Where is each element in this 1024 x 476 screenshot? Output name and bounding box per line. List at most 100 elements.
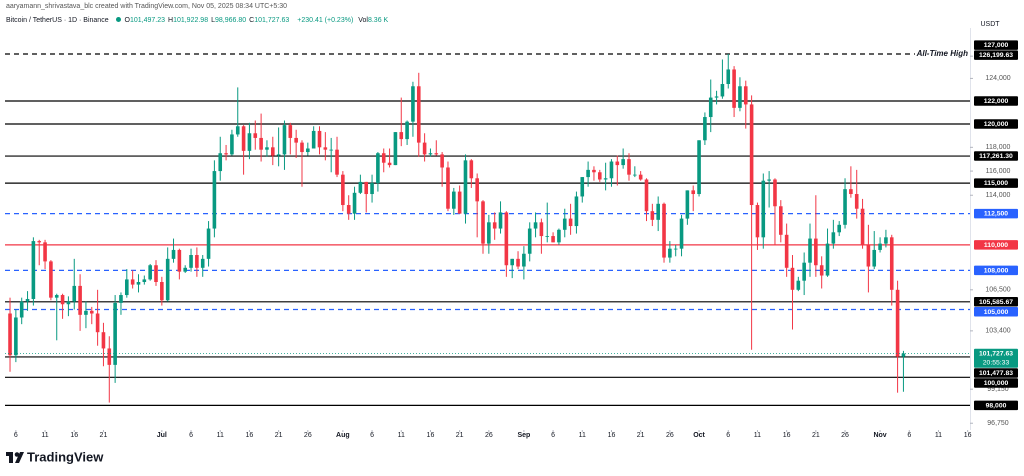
x-tick-label: 11 [41,432,48,439]
y-tick-label: 118,000 [986,144,1011,151]
candle-body [224,153,228,155]
price-box-label: 127,000 [984,42,1009,49]
candle-body [708,97,713,118]
candle-body [54,295,59,298]
candle-body [884,237,888,244]
x-tick-label: 11 [579,432,586,439]
candle-body [282,125,287,155]
x-tick-label: 21 [100,432,108,439]
x-tick-label: 6 [14,432,18,439]
candle-body [761,180,766,238]
candle-body [492,222,497,229]
ohlc-value: 101,922.98 [173,17,209,24]
candle-body [416,86,421,143]
y-tick-label: 99,150 [987,386,1009,393]
x-tick-label: 26 [841,432,849,439]
price-box [974,208,1018,219]
candle-body [8,313,12,356]
candle-body [72,285,77,302]
x-tick-label: 16 [608,432,616,439]
candle-body [43,242,47,262]
candle-body [627,159,631,175]
candle-body [685,190,690,219]
candle-body [691,190,696,195]
candle-body [148,265,152,280]
candle-body [638,174,643,180]
price-box-label: 98,000 [986,402,1007,409]
status-dot [115,17,121,22]
candle-body [452,191,456,209]
price-box-label: 100,000 [984,380,1009,387]
candle-body [37,241,42,243]
x-tick-label: 16 [783,432,791,439]
candle-body [387,162,392,166]
candle-body [843,189,847,225]
candle-body [796,280,801,290]
candle-body [446,167,450,209]
price-box-label: 110,000 [984,242,1008,249]
candle-body [551,236,555,243]
x-tick-label: 11 [398,432,405,439]
candle-body [183,267,188,272]
candle-body [656,203,660,220]
x-tick-label: Nov [873,432,886,439]
candle-body [504,212,509,266]
price-box-label: 101,727.63 [979,351,1013,358]
candle-body [218,153,223,172]
candle-body [668,248,672,258]
candle-body [370,183,374,195]
candle-body [393,132,398,166]
candle-body [107,348,112,365]
candle-body [469,160,474,179]
candle-body [130,279,135,285]
price-box [974,240,1018,250]
candle-body [697,140,701,195]
candle-body [142,279,147,283]
candle-body [720,84,725,97]
candle-body [335,149,339,175]
x-tick-label: Aug [336,432,350,439]
candle-body [562,218,567,230]
price-box [974,40,1018,50]
ohlc-key: C [249,17,255,24]
candle-body [317,130,322,148]
candle-body [755,205,760,238]
price-box [974,50,1018,60]
candle-body [539,222,544,237]
candle-body [866,244,871,267]
candle-body [837,224,841,233]
candle-body [200,258,205,268]
candle-body [802,262,806,281]
candle-body [644,179,649,212]
candle-body [498,212,503,229]
candle-body [749,104,754,206]
candle-body [481,201,485,244]
candle-body [113,302,117,365]
candle-body [773,179,777,207]
x-tick-label: 11 [217,432,224,439]
candle-body [78,285,82,315]
candle-body [19,301,24,318]
candle-body [849,189,853,195]
candle-body [364,181,369,195]
candle-body [767,179,771,181]
candle-body [475,178,479,202]
candle-body [609,161,614,179]
candle-body [533,222,538,229]
candle-body [253,133,258,138]
candle-body [66,301,71,305]
candle-body [784,234,789,268]
price-box [974,151,1018,161]
candle-body [434,153,439,155]
price-box [974,400,1018,411]
candle-body [206,228,211,259]
candle-body [405,121,409,140]
volume: 8.36 K [367,17,389,24]
candle-body [592,169,596,173]
price-box-label: 105,000 [984,309,1009,316]
candle-body [352,192,357,214]
countdown: 20:55:33 [983,360,1010,367]
price-box [974,368,1018,378]
x-tick-label: Jul [157,432,167,439]
candle-body [428,153,433,155]
